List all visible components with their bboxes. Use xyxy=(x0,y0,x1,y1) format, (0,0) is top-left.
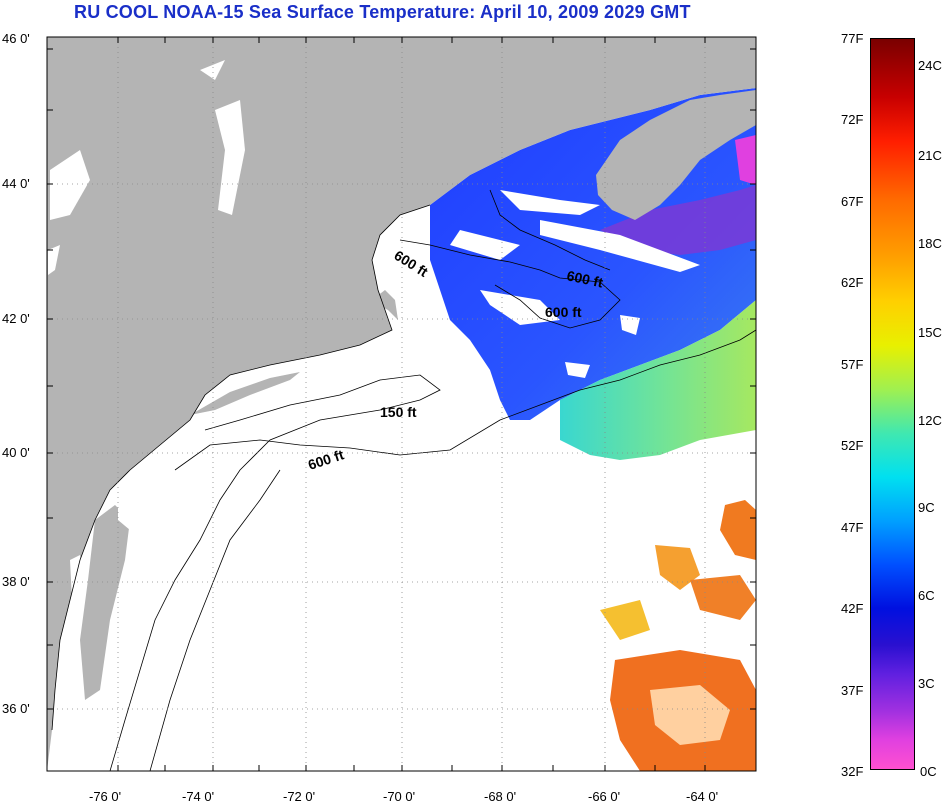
lon-label: -70 0' xyxy=(383,789,416,804)
coastline xyxy=(51,204,431,731)
lon-label: -64 0' xyxy=(686,789,719,804)
sst-warm-patch xyxy=(600,600,650,640)
sst-purple-patch xyxy=(600,185,756,255)
isobath-600ft-gulf-2 xyxy=(489,189,611,271)
isobath-label: 150 ft xyxy=(380,404,417,420)
colorbar-c-label: 6C xyxy=(918,588,935,603)
colorbar-c-label: 24C xyxy=(918,58,942,73)
colorbar-c-label: 12C xyxy=(918,413,942,428)
tick-marks xyxy=(47,37,756,771)
isobath-label: 600 ft xyxy=(565,267,604,290)
sst-warm-patch xyxy=(690,575,756,620)
sst-slope-region xyxy=(560,300,756,460)
lat-label: 36 0' xyxy=(2,701,30,716)
delaware-bay xyxy=(118,500,140,530)
land-cape-cod xyxy=(372,290,398,320)
colorbar-c-label: 9C xyxy=(918,500,935,515)
map-title: RU COOL NOAA-15 Sea Surface Temperature:… xyxy=(74,2,691,22)
colorbar-f-label: 62F xyxy=(841,275,864,290)
isobath-600ft xyxy=(174,329,756,471)
lake xyxy=(200,60,225,80)
lon-label: -66 0' xyxy=(588,789,621,804)
cloud-patch xyxy=(620,315,640,335)
lat-label: 38 0' xyxy=(2,574,30,589)
lat-label: 40 0' xyxy=(2,445,30,460)
colorbar-c-label: 0C xyxy=(920,764,937,779)
colorbar-c-label: 21C xyxy=(918,148,942,163)
cloud-patch xyxy=(500,190,600,215)
sst-magenta-patch xyxy=(735,135,756,185)
grid-lines xyxy=(47,37,756,771)
colorbar-f-label: 32F xyxy=(841,764,864,779)
lat-label: 42 0' xyxy=(2,311,30,326)
lon-label: -68 0' xyxy=(484,789,517,804)
colorbar-f-label: 37F xyxy=(841,683,864,698)
chesapeake-bay xyxy=(65,555,85,700)
lat-label: 46 0' xyxy=(2,31,30,46)
land-mass xyxy=(47,37,756,771)
lon-label: -72 0' xyxy=(283,789,316,804)
colorbar-f-label: 57F xyxy=(841,357,864,372)
colorbar-f-label: 52F xyxy=(841,438,864,453)
cloud-patch xyxy=(480,290,560,325)
colorbar-f-label: 42F xyxy=(841,601,864,616)
sst-warm-core xyxy=(650,685,730,745)
colorbar-c-label: 15C xyxy=(918,325,942,340)
isobath-600ft-gulf xyxy=(399,239,621,329)
colorbar-f-label: 47F xyxy=(841,520,864,535)
lake xyxy=(48,245,60,275)
lon-label: -76 0' xyxy=(89,789,122,804)
land-delmarva xyxy=(80,505,130,700)
lon-label: -74 0' xyxy=(182,789,215,804)
isobath-label: 600 ft xyxy=(545,304,582,320)
lake xyxy=(50,150,90,220)
colorbar-f-label: 67F xyxy=(841,194,864,209)
colorbar-c-label: 18C xyxy=(918,236,942,251)
cloud-patch xyxy=(450,230,520,260)
lat-label: 44 0' xyxy=(2,176,30,191)
isobath-150ft xyxy=(109,374,441,771)
land-nova-scotia xyxy=(596,90,756,220)
cloud-patch xyxy=(540,220,700,272)
colorbar-f-label: 72F xyxy=(841,112,864,127)
sst-warm-patch xyxy=(720,500,756,560)
cloud-patch xyxy=(565,362,590,378)
temperature-colorbar xyxy=(870,38,915,770)
colorbar-c-label: 3C xyxy=(918,676,935,691)
colorbar-f-label: 77F xyxy=(841,31,864,46)
land-long-island xyxy=(190,372,300,415)
isobath-600ft-slope xyxy=(149,469,281,771)
sst-warm-patch xyxy=(655,545,700,590)
lake xyxy=(215,100,245,215)
